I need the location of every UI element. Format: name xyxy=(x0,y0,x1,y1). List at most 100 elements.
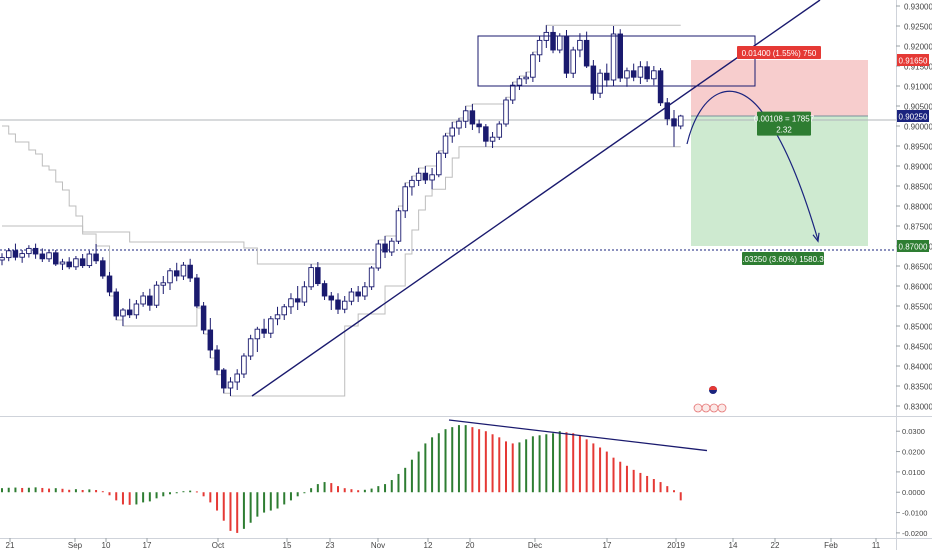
price-tick-label: 0.85500 xyxy=(904,303,932,312)
histogram-bar xyxy=(303,492,306,494)
time-tick-label: Nov xyxy=(371,541,385,550)
candle xyxy=(321,280,328,300)
histogram-bar xyxy=(599,447,602,493)
histogram-bar xyxy=(74,489,77,493)
price-tick-label: 0.93000 xyxy=(904,3,932,12)
histogram-bar xyxy=(639,472,642,493)
time-tick-label: 20 xyxy=(466,541,475,550)
price-axis-marker: 0.87000 xyxy=(897,240,929,252)
target-label-text: 0.03250 (3.60%) 1580.35 xyxy=(738,255,829,264)
candle xyxy=(133,300,140,319)
candle-body-down xyxy=(382,243,388,253)
histogram-bar xyxy=(679,492,682,501)
candle-body-up xyxy=(19,253,25,258)
candle-body-up xyxy=(180,264,187,277)
price-tick-label: 0.88000 xyxy=(904,203,932,212)
histogram-bar xyxy=(48,488,51,493)
price-tick-label: 0.90000 xyxy=(904,123,932,132)
candle-body-down xyxy=(604,72,610,81)
candle-body-up xyxy=(254,328,261,340)
histogram-bar xyxy=(162,492,165,497)
candle-body-up xyxy=(415,172,422,181)
histogram-bar xyxy=(68,489,71,493)
price-axis-marker-bg xyxy=(897,110,929,122)
candle xyxy=(147,288,153,311)
candle-body-down xyxy=(355,291,361,297)
candle-body-up xyxy=(368,267,375,288)
candle xyxy=(442,133,449,158)
histogram-bar xyxy=(464,425,467,493)
time-tick-label: 23 xyxy=(326,541,335,550)
osc-tick-label: 0.0300 xyxy=(902,427,925,436)
histogram-bar xyxy=(673,490,675,493)
price-axis-marker-text: 0.87000 xyxy=(899,243,928,252)
histogram-bar xyxy=(565,432,568,493)
histogram-bar xyxy=(209,492,212,503)
candle xyxy=(341,296,348,314)
candle xyxy=(657,68,664,106)
histogram-bar xyxy=(350,489,353,493)
histogram-bar xyxy=(54,488,57,493)
histogram-bar xyxy=(14,487,17,493)
candle xyxy=(382,236,388,258)
stop-label-text: 0.01400 (1.55%) 750 xyxy=(742,49,817,58)
price-tick-label: 0.92500 xyxy=(904,23,932,32)
candle xyxy=(651,66,657,86)
histogram-bar xyxy=(236,492,239,533)
histogram-bar xyxy=(121,492,124,505)
candle xyxy=(221,368,227,394)
histogram-bar xyxy=(269,492,272,511)
price-tick-label: 0.91000 xyxy=(904,83,932,92)
histogram-bar xyxy=(377,486,380,493)
candle xyxy=(348,288,355,306)
histogram-bar xyxy=(572,433,575,493)
histogram-bar xyxy=(552,433,555,493)
candle xyxy=(429,168,435,190)
candle-body-up xyxy=(429,174,435,181)
candle-body-up xyxy=(503,99,509,125)
candle xyxy=(583,31,590,68)
candle-body-up xyxy=(651,70,657,80)
time-tick-label: Dec xyxy=(528,541,542,550)
candle-body-down xyxy=(214,349,220,371)
histogram-bar xyxy=(249,492,252,523)
candle xyxy=(563,30,570,78)
candle-body-up xyxy=(153,284,160,306)
histogram-bar xyxy=(619,461,622,493)
candle-body-down xyxy=(53,252,59,265)
histogram-bar xyxy=(27,487,30,493)
histogram-bar xyxy=(182,491,185,493)
histogram-bar xyxy=(222,492,225,521)
time-tick-label: Oct xyxy=(212,541,225,550)
candle xyxy=(671,110,677,147)
event-badge-icon xyxy=(693,403,703,413)
candle xyxy=(12,243,19,261)
histogram-bar xyxy=(545,434,548,493)
histogram-bar xyxy=(390,480,393,493)
time-tick-label: 22 xyxy=(771,541,780,550)
candle-body-up xyxy=(86,253,93,267)
candle-body-up xyxy=(516,78,523,86)
candle-body-down xyxy=(483,126,489,142)
histogram-bar xyxy=(538,435,541,493)
candle-body-up xyxy=(281,306,287,316)
candle xyxy=(402,182,408,218)
histogram-bar xyxy=(525,439,528,493)
histogram-bar xyxy=(202,492,205,497)
candle xyxy=(113,288,119,320)
candle-body-down xyxy=(321,283,328,297)
candle-body-down xyxy=(294,298,301,303)
candle xyxy=(301,281,308,306)
candle-body-down xyxy=(644,66,650,80)
histogram-bar xyxy=(61,488,64,493)
candle xyxy=(46,250,52,262)
candle-body-up xyxy=(73,258,79,268)
event-badge-icon xyxy=(717,403,727,413)
candle xyxy=(254,326,261,352)
histogram-bar xyxy=(444,429,447,493)
candle-body-up xyxy=(389,240,395,253)
osc-tick-label: -0.0200 xyxy=(902,529,927,538)
candle-body-up xyxy=(26,247,32,255)
candle-body-down xyxy=(93,253,99,262)
price-tick-label: 0.91500 xyxy=(904,63,932,72)
